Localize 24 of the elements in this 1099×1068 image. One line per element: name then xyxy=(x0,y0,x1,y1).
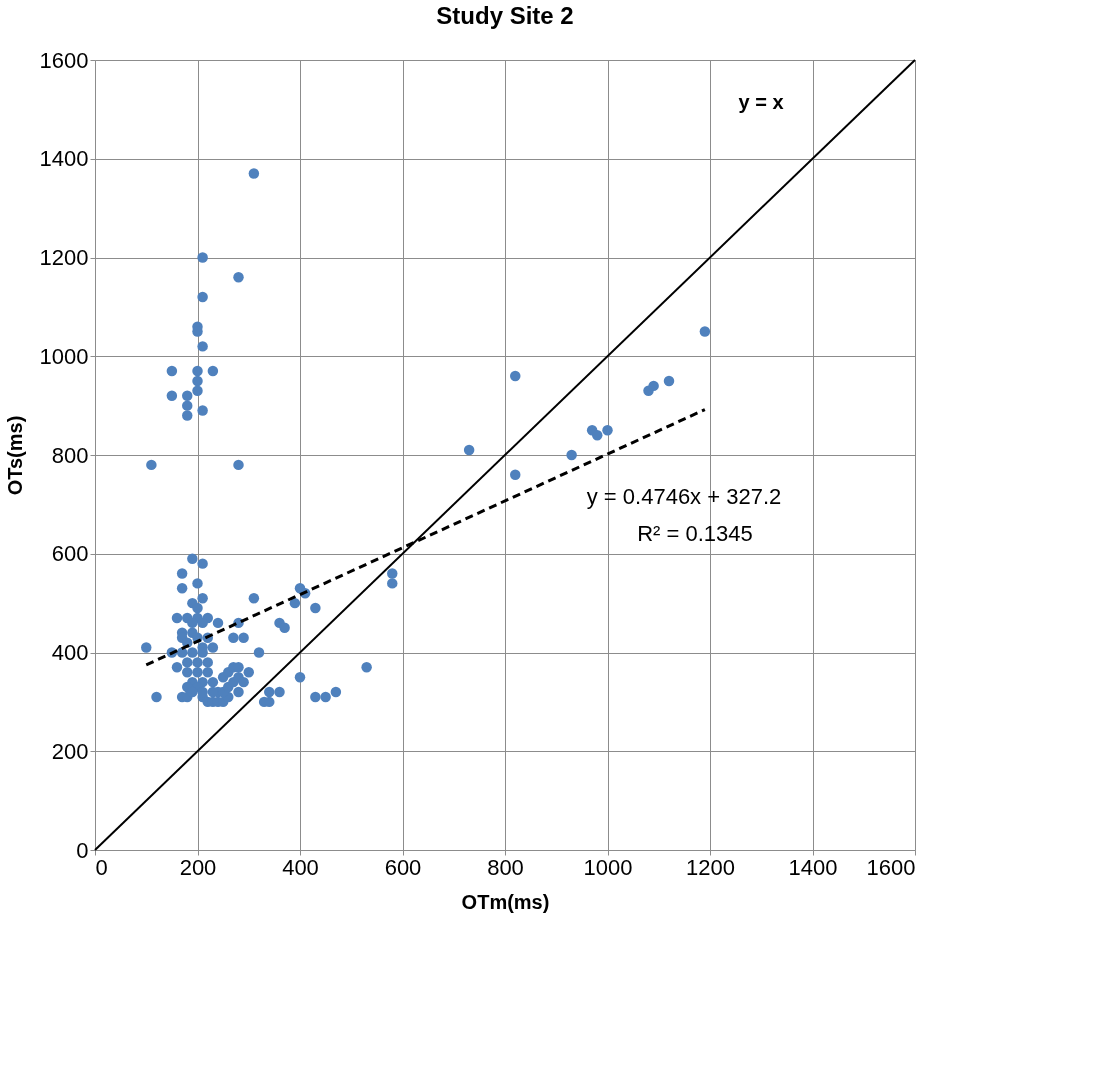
y-tick-label: 400 xyxy=(51,640,89,665)
y-tick-label: 600 xyxy=(51,541,89,567)
x-tick-label: 1200 xyxy=(686,854,735,880)
y-tick-label: 200 xyxy=(51,738,89,764)
y-tick-label: 0 xyxy=(76,837,89,863)
x-axis-title: OTm(ms) xyxy=(461,890,550,913)
x-tick-label: 1400 xyxy=(788,854,838,880)
x-tick-label: 1600 xyxy=(866,854,916,880)
y-tick-label: 800 xyxy=(51,442,89,468)
annotation: y = 0.4746x + 327.2 xyxy=(586,484,782,509)
annotation: R² = 0.1345 xyxy=(637,521,753,546)
x-tick-label: 1000 xyxy=(583,854,633,880)
x-tick-label: 800 xyxy=(487,854,524,880)
y-tick-label: 1000 xyxy=(39,343,89,369)
y-tick-label: 1200 xyxy=(39,245,89,270)
y-axis-title: OTs(ms) xyxy=(3,415,26,496)
y-tick-label: 1400 xyxy=(39,146,89,172)
chart-title: Study Site 2 xyxy=(436,2,574,29)
x-tick-label: 400 xyxy=(282,854,319,880)
y-tick-label: 1600 xyxy=(39,47,89,73)
x-tick-label: 200 xyxy=(179,854,217,880)
x-tick-label: 600 xyxy=(384,854,422,880)
x-tick-label: 0 xyxy=(95,854,108,880)
annotation: y = x xyxy=(738,91,784,113)
